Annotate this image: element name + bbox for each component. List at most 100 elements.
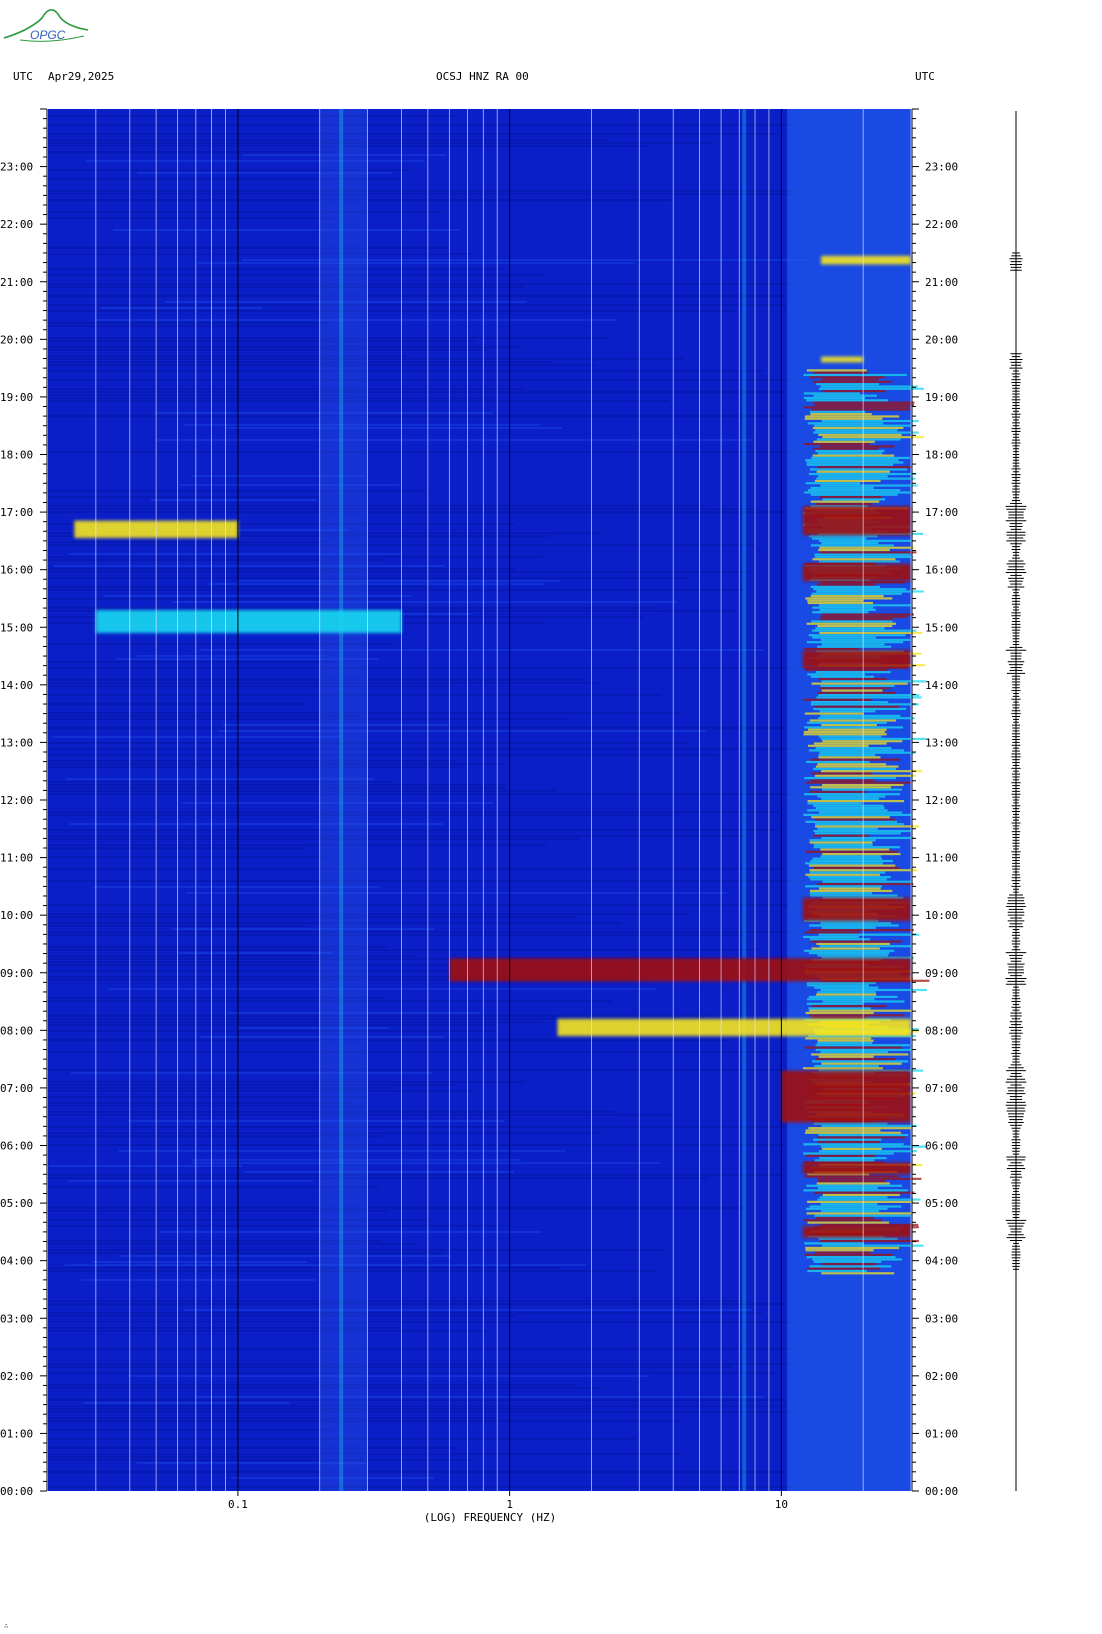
active-streak: [814, 818, 896, 821]
texture-streak: [48, 964, 649, 966]
time-label-left: 18:00: [0, 449, 33, 462]
active-streak: [810, 878, 887, 881]
texture-streak: [48, 391, 840, 393]
texture-streak: [48, 556, 543, 558]
active-streak: [821, 956, 914, 959]
texture-streak: [48, 511, 856, 513]
active-streak: [805, 1207, 888, 1210]
active-streak: [821, 1062, 902, 1065]
texture-streak: [136, 1462, 366, 1464]
texture-streak: [48, 685, 454, 687]
active-streak: [811, 772, 872, 775]
texture-streak: [48, 880, 891, 882]
texture-streak: [48, 1051, 797, 1053]
active-streak: [804, 1253, 893, 1256]
event-band: [802, 897, 911, 921]
active-streak: [806, 622, 896, 625]
texture-streak: [237, 1027, 389, 1029]
active-streak: [810, 786, 891, 789]
time-label-right: 18:00: [925, 449, 958, 462]
active-streak: [811, 1016, 867, 1019]
texture-streak: [48, 868, 782, 870]
active-streak: [817, 624, 893, 628]
time-label-left: 05:00: [0, 1197, 33, 1210]
time-label-left: 01:00: [0, 1427, 33, 1440]
texture-streak: [48, 607, 661, 609]
active-streak: [820, 684, 895, 688]
texture-streak: [192, 475, 366, 477]
logo-text: OPGC: [30, 28, 66, 42]
active-streak: [808, 952, 890, 955]
texture-streak: [48, 1243, 416, 1245]
texture-streak: [48, 1186, 380, 1188]
active-streak: [809, 924, 899, 927]
texture-streak: [48, 925, 310, 927]
active-streak: [808, 1007, 871, 1010]
active-streak: [819, 495, 881, 499]
active-streak: [811, 1004, 887, 1008]
active-streak: [812, 1060, 909, 1063]
texture-streak: [48, 379, 869, 381]
texture-streak: [48, 694, 662, 696]
active-streak: [822, 1147, 882, 1151]
time-label-right: 02:00: [925, 1370, 958, 1383]
spectrogram-area: [48, 109, 911, 1491]
active-streak: [807, 422, 884, 425]
texture-streak: [48, 814, 679, 816]
event-band: [95, 609, 402, 634]
texture-streak: [48, 718, 569, 720]
active-streak: [816, 590, 924, 593]
time-label-right: 21:00: [925, 276, 958, 289]
active-streak: [808, 472, 917, 476]
active-streak: [817, 954, 889, 957]
texture-streak: [48, 1021, 542, 1023]
spectrogram-background: [48, 109, 911, 1491]
active-streak: [821, 680, 927, 683]
texture-streak: [48, 931, 881, 933]
texture-streak: [48, 979, 648, 981]
time-label-left: 03:00: [0, 1312, 33, 1325]
texture-streak: [192, 1159, 521, 1161]
active-streak: [814, 553, 910, 556]
time-label-left: 20:00: [0, 333, 33, 346]
texture-streak: [48, 355, 407, 357]
texture-streak: [48, 394, 349, 396]
active-streak: [820, 445, 895, 448]
active-streak: [809, 376, 885, 379]
active-streak: [821, 1272, 895, 1275]
active-streak: [822, 436, 924, 439]
texture-streak: [48, 1219, 430, 1221]
active-streak: [808, 876, 891, 879]
active-streak: [809, 1014, 905, 1017]
active-streak: [821, 689, 883, 692]
texture-streak: [48, 1486, 841, 1488]
active-streak: [805, 862, 884, 865]
time-label-left: 07:00: [0, 1082, 33, 1095]
event-band: [802, 1226, 911, 1238]
texture-streak: [48, 1456, 323, 1458]
texture-streak: [81, 1279, 316, 1281]
time-label-left: 13:00: [0, 736, 33, 749]
texture-streak: [48, 1081, 525, 1083]
time-label-left: 14:00: [0, 679, 33, 692]
active-streak: [803, 935, 859, 939]
active-streak: [814, 555, 914, 559]
active-streak: [813, 447, 879, 450]
texture-streak: [67, 1180, 313, 1182]
active-streak: [803, 698, 873, 701]
time-label-left: 04:00: [0, 1255, 33, 1268]
active-streak: [806, 399, 889, 402]
active-streak: [820, 1223, 919, 1227]
time-label-left: 21:00: [0, 276, 33, 289]
spectrogram-streaks: [48, 109, 930, 1491]
active-streak: [820, 848, 890, 851]
logo-swoosh: [3, 9, 89, 39]
texture-streak: [48, 397, 491, 399]
texture-streak: [241, 154, 447, 156]
texture-streak: [48, 1438, 636, 1440]
active-streak: [813, 1138, 882, 1141]
active-streak: [821, 797, 879, 800]
active-streak: [818, 604, 912, 607]
time-label-right: 06:00: [925, 1140, 958, 1153]
texture-streak: [48, 1135, 383, 1137]
